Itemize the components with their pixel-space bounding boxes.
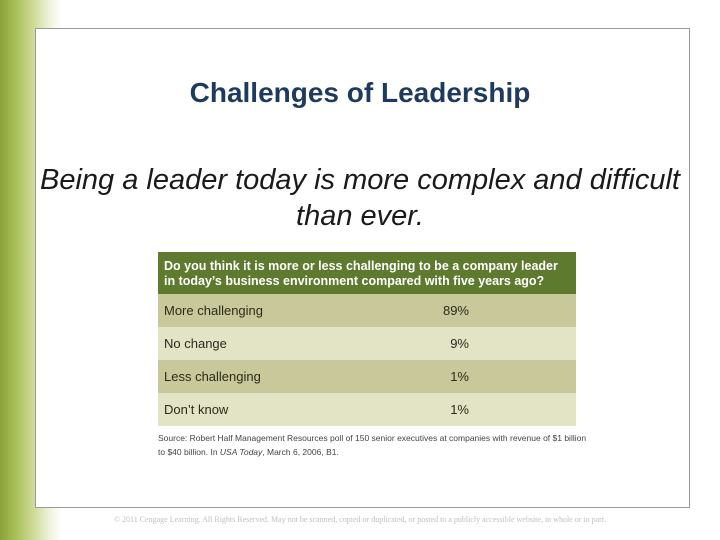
table-row: More challenging 89%: [158, 294, 576, 327]
row-value: 1%: [450, 402, 469, 417]
source-suffix: , March 6, 2006, B1.: [262, 447, 339, 457]
row-value: 89%: [442, 303, 469, 318]
row-value: 9%: [450, 336, 469, 351]
source-publication: USA Today: [219, 447, 263, 457]
source-prefix: Source: Robert Half Management Resources…: [158, 433, 587, 457]
copyright-footer: © 2011 Cengage Learning. All Rights Rese…: [113, 515, 607, 524]
table-row: Less challenging 1%: [158, 360, 576, 393]
slide-title: Challenges of Leadership: [189, 77, 531, 108]
source-note: Source: Robert Half Management Resources…: [158, 431, 588, 459]
row-value: 1%: [450, 369, 469, 384]
table-row: Don’t know 1%: [158, 393, 576, 426]
table-header: Do you think it is more or less challeng…: [158, 252, 576, 294]
table-row: No change 9%: [158, 327, 576, 360]
row-label: More challenging: [164, 303, 264, 318]
row-label: No change: [164, 336, 227, 351]
survey-table: Do you think it is more or less challeng…: [158, 252, 576, 426]
row-label: Less challenging: [164, 369, 261, 384]
row-label: Don’t know: [164, 402, 229, 417]
slide-subtitle: Being a leader today is more complex and…: [40, 164, 680, 232]
